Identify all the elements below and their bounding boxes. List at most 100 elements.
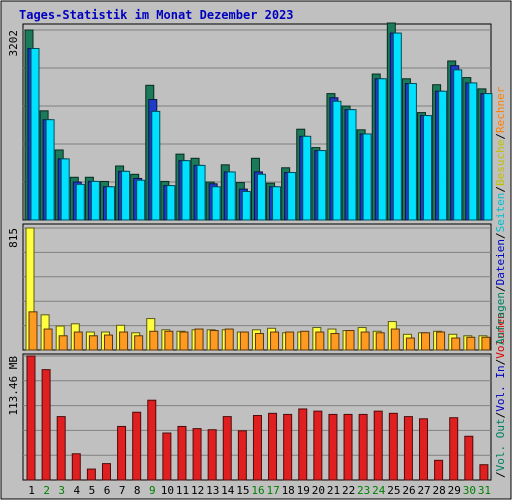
bar-rechner-day-9 [149,330,159,351]
bar-seiten-day-27 [423,115,433,221]
bar-volumen-day-21 [328,413,338,481]
bar-seiten-day-10 [166,185,176,221]
bar-rechner-day-12 [194,328,204,351]
bar-volumen-day-24 [373,410,383,481]
x-tick-day-30: 30 [463,484,476,497]
bar-rechner-day-20 [315,331,325,351]
bar-rechner-day-6 [103,334,113,351]
bar-rechner-day-22 [345,330,355,351]
x-tick-day-6: 6 [104,484,111,497]
bar-rechner-day-27 [421,332,431,351]
legend-entry: Anfragen [494,292,507,345]
x-tick-day-20: 20 [312,484,325,497]
x-tick-day-18: 18 [282,484,295,497]
bar-seiten-day-31 [483,93,493,221]
panel-visits_sites: 815 [7,223,492,351]
legend-entry: / [494,471,507,478]
bar-seiten-day-3 [60,158,70,221]
bar-volumen-day-18 [283,413,293,481]
bar-seiten-day-19 [302,135,312,221]
bar-volumen-day-28 [434,459,444,481]
bar-seiten-day-17 [272,186,282,221]
bar-rechner-day-2 [43,328,53,351]
bar-seiten-day-23 [362,133,372,221]
bar-seiten-day-13 [211,186,221,221]
legend-entry: Seiten [494,193,507,233]
bar-volumen-day-19 [298,408,308,481]
bar-rechner-day-19 [300,330,310,351]
x-tick-day-10: 10 [161,484,174,497]
x-tick-day-13: 13 [206,484,219,497]
x-tick-day-2: 2 [43,484,50,497]
bar-rechner-day-4 [73,331,83,351]
bar-rechner-day-25 [390,328,400,351]
legend-entry: Vol. Out [494,418,507,471]
bar-seiten-day-15 [241,191,251,221]
bar-volumen-day-7 [117,425,127,481]
bar-volumen-day-1 [26,355,36,481]
x-tick-day-22: 22 [342,484,355,497]
bar-volumen-day-3 [56,416,66,481]
x-tick-day-8: 8 [134,484,141,497]
bar-seiten-day-7 [121,170,131,221]
x-tick-day-14: 14 [221,484,235,497]
bar-rechner-day-18 [285,331,295,351]
bar-rechner-day-23 [360,331,370,351]
x-tick-day-5: 5 [89,484,96,497]
panel-volume: 113.46 MB [7,353,492,481]
bar-rechner-day-1 [28,311,38,351]
panel-hits_files_pages: 3202 [7,22,493,221]
bar-rechner-day-24 [375,332,385,351]
y-max-label: 3202 [7,30,20,57]
bar-rechner-day-10 [164,330,174,351]
bar-rechner-day-7 [119,331,129,351]
bar-seiten-day-26 [407,83,417,221]
bar-volumen-day-26 [403,416,413,481]
legend-entry: Rechner [494,86,507,133]
bar-seiten-day-29 [453,69,463,221]
bar-rechner-day-26 [405,337,415,351]
legend-entry: Vol. In [494,365,507,411]
legend-entry: Besuche [494,140,507,186]
bar-seiten-day-25 [392,32,402,221]
bar-volumen-day-10 [162,432,172,481]
bar-seiten-day-28 [438,90,448,221]
x-tick-day-21: 21 [327,484,340,497]
bar-rechner-day-13 [209,330,219,351]
bar-volumen-day-8 [132,411,142,481]
bar-rechner-day-16 [254,333,264,351]
bar-seiten-day-20 [317,150,327,221]
x-tick-day-4: 4 [74,484,81,497]
bar-seiten-day-30 [468,82,478,221]
x-tick-day-31: 31 [478,484,491,497]
bar-volumen-day-23 [358,413,368,481]
legend-entry: Volumen [494,312,507,358]
bar-seiten-day-1 [30,48,40,221]
bar-volumen-day-4 [71,453,81,481]
bar-volumen-day-12 [192,428,202,481]
bar-seiten-day-6 [105,186,115,221]
bar-volumen-day-13 [207,429,217,481]
legend-entry: Dateien [494,239,507,285]
x-tick-day-7: 7 [119,484,126,497]
legend-entry: / [494,186,507,193]
bar-seiten-day-2 [45,119,55,221]
x-tick-day-19: 19 [297,484,310,497]
bar-rechner-day-11 [179,331,189,351]
bar-rechner-day-17 [270,331,280,351]
bar-rechner-day-8 [134,335,144,351]
bar-volumen-day-6 [101,463,111,481]
x-tick-day-25: 25 [387,484,400,497]
legend-entry: / [494,232,507,239]
bar-volumen-day-2 [41,369,51,481]
x-tick-day-26: 26 [402,484,415,497]
bar-seiten-day-8 [136,179,146,221]
y-max-label: 815 [7,228,20,248]
bar-volumen-day-31 [479,464,489,481]
bar-seiten-day-24 [377,78,387,221]
bar-seiten-day-12 [196,164,206,221]
legend-entry: / [494,359,507,366]
bar-rechner-day-14 [224,328,234,351]
bar-seiten-day-21 [332,100,342,221]
